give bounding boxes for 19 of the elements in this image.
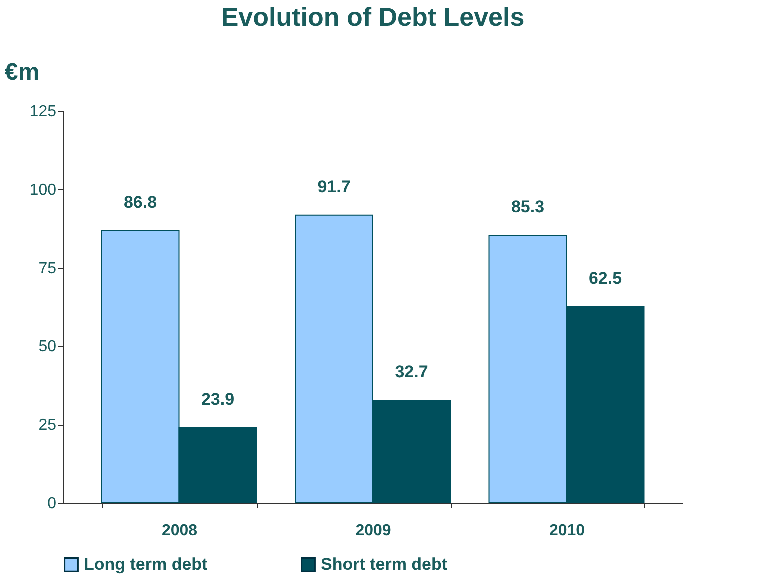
legend-label: Long term debt — [84, 554, 208, 574]
data-label: 86.8 — [124, 192, 158, 212]
chart-title: Evolution of Debt Levels — [221, 2, 525, 32]
y-tick-label: 75 — [38, 260, 57, 278]
data-label: 62.5 — [588, 269, 622, 288]
y-tick-label: 25 — [38, 417, 57, 434]
data-label: 85.3 — [511, 198, 545, 216]
y-axis-title: €m — [5, 59, 40, 86]
y-tick-label: 100 — [30, 182, 57, 199]
data-label: 32.7 — [395, 362, 428, 382]
data-label: 23.9 — [201, 390, 235, 410]
x-tick-label: 2008 — [162, 522, 198, 540]
y-tick-label: 125 — [30, 104, 57, 120]
x-tick-label: 2010 — [549, 522, 586, 540]
data-label: 91.7 — [318, 177, 351, 196]
y-tick-label: 0 — [48, 496, 57, 512]
legend-label: Short term debt — [321, 554, 448, 574]
y-tick-label: 50 — [38, 338, 57, 356]
x-tick-label: 2009 — [356, 522, 392, 540]
